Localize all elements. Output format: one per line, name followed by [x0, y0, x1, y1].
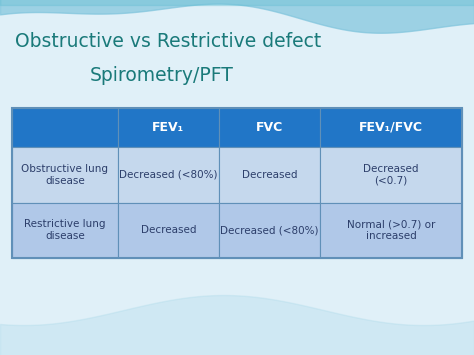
Text: Decreased: Decreased — [242, 170, 297, 180]
Text: Spirometry/PFT: Spirometry/PFT — [90, 66, 234, 85]
Bar — [219, 202, 320, 258]
Text: Restrictive lung
disease: Restrictive lung disease — [24, 219, 106, 241]
Text: Obstructive lung
disease: Obstructive lung disease — [21, 164, 109, 186]
Bar — [12, 202, 118, 258]
Text: FEV₁/FVC: FEV₁/FVC — [359, 121, 423, 134]
Bar — [118, 202, 219, 258]
Text: Decreased
(<0.7): Decreased (<0.7) — [364, 164, 419, 186]
Bar — [118, 108, 219, 147]
Text: Decreased (<80%): Decreased (<80%) — [119, 170, 218, 180]
Bar — [12, 108, 462, 258]
Text: Decreased (<80%): Decreased (<80%) — [220, 225, 319, 235]
Text: FEV₁: FEV₁ — [152, 121, 184, 134]
Bar — [219, 147, 320, 202]
Text: Normal (>0.7) or
increased: Normal (>0.7) or increased — [347, 219, 435, 241]
Text: Obstructive vs Restrictive defect: Obstructive vs Restrictive defect — [15, 32, 321, 51]
Bar — [12, 147, 118, 202]
Bar — [320, 202, 462, 258]
Text: FVC: FVC — [256, 121, 283, 134]
Bar — [118, 147, 219, 202]
Bar — [320, 147, 462, 202]
Bar — [320, 108, 462, 147]
Bar — [12, 108, 118, 147]
Bar — [219, 108, 320, 147]
Text: Decreased: Decreased — [141, 225, 196, 235]
